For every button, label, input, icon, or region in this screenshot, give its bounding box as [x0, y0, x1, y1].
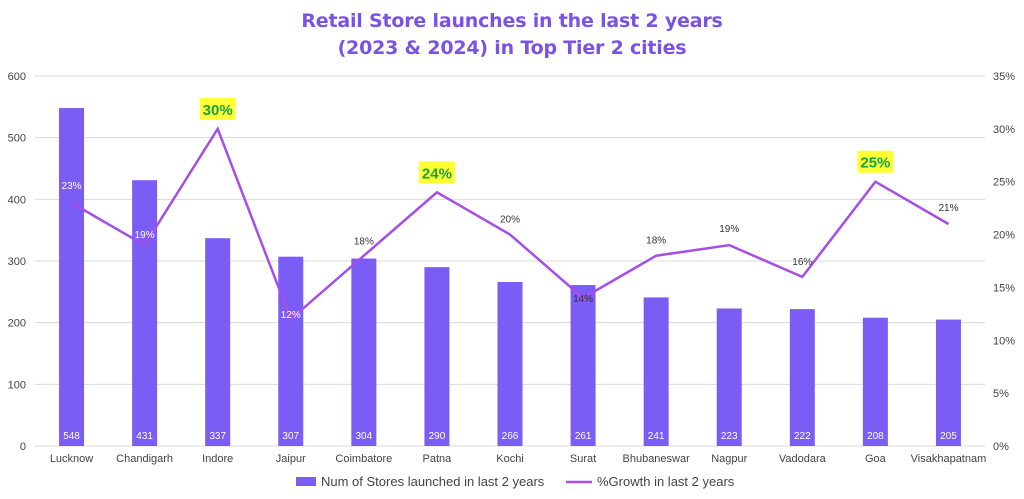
bar-data-label: 241	[648, 431, 665, 442]
y-right-tick-label: 0%	[993, 441, 1009, 453]
line-data-label: 14%	[573, 294, 593, 305]
bar-data-label: 208	[867, 431, 884, 442]
y-left-tick-label: 100	[8, 379, 26, 391]
y-axis-left: 0 100 200 300 400 500 600	[8, 71, 26, 453]
chart-title-block: Retail Store launches in the last 2 year…	[0, 8, 1024, 62]
y-right-tick-label: 25%	[993, 177, 1015, 189]
x-tick-label: Surat	[570, 453, 596, 465]
bar	[132, 180, 158, 446]
x-axis: Lucknow Chandigarh Indore Jaipur Coimbatore P…	[50, 453, 986, 465]
line-data-label: 18%	[646, 236, 666, 247]
y-left-tick-label: 400	[8, 194, 26, 206]
bar-data-labels: 548 431 337 307 304 290 266 261 241 223 222 208 205	[63, 431, 957, 442]
x-tick-label: Chandigarh	[116, 453, 173, 465]
line-data-label: 18%	[354, 237, 374, 248]
x-tick-label: Indore	[202, 453, 233, 465]
y-right-tick-label: 20%	[993, 230, 1015, 242]
y-left-tick-label: 300	[8, 256, 26, 268]
bar-series	[59, 108, 961, 447]
line-data-label: 20%	[500, 215, 520, 226]
bar-data-label: 337	[209, 431, 226, 442]
bar-data-label: 304	[356, 431, 373, 442]
line-series	[70, 126, 950, 322]
chart-title: Retail Store launches in the last 2 year…	[301, 10, 723, 32]
bar-data-label: 266	[502, 431, 519, 442]
bar	[59, 108, 85, 447]
y-right-tick-label: 35%	[993, 71, 1015, 83]
y-right-tick-label: 5%	[993, 388, 1009, 400]
bar-data-label: 290	[429, 431, 446, 442]
bar	[862, 317, 888, 446]
x-tick-label: Kochi	[496, 453, 524, 465]
bar	[716, 308, 742, 446]
legend-line-label: %Growth in last 2 years	[597, 474, 735, 489]
line-data-label: 16%	[792, 257, 812, 268]
x-tick-label: Goa	[865, 453, 887, 465]
x-tick-label: Lucknow	[50, 453, 93, 465]
bar	[497, 281, 523, 446]
x-tick-label: Nagpur	[711, 453, 747, 465]
bar	[424, 267, 450, 446]
line-data-label: 12%	[281, 310, 301, 321]
bar-data-label: 223	[721, 431, 738, 442]
bar	[351, 258, 377, 446]
highlight-data-label: 24%	[422, 165, 452, 182]
y-right-tick-label: 30%	[993, 124, 1015, 136]
x-tick-label: Patna	[423, 453, 453, 465]
bar	[643, 297, 669, 446]
x-tick-label: Coimbatore	[335, 453, 392, 465]
chart-subtitle: (2023 & 2024) in Top Tier 2 cities	[337, 37, 687, 59]
line-data-label: 19%	[719, 224, 739, 235]
bar	[935, 319, 961, 446]
bar	[278, 256, 304, 446]
y-left-tick-label: 0	[20, 441, 26, 453]
legend: Num of Stores launched in last 2 years %…	[296, 474, 735, 489]
x-tick-label: Jaipur	[276, 453, 306, 465]
y-axis-right: 0% 5% 10% 15% 20% 25% 30% 35%	[993, 71, 1015, 453]
gridlines	[35, 75, 985, 447]
bar	[570, 285, 596, 446]
legend-bar-swatch	[296, 477, 316, 486]
line-data-label: 23%	[62, 181, 82, 192]
bar-data-label: 548	[63, 431, 80, 442]
y-left-tick-label: 600	[8, 71, 26, 83]
line-data-label: 21%	[938, 203, 958, 214]
y-left-tick-label: 500	[8, 133, 26, 145]
bar-data-label: 431	[136, 431, 153, 442]
legend-bar-label: Num of Stores launched in last 2 years	[321, 474, 545, 489]
y-right-tick-label: 15%	[993, 282, 1015, 294]
bar-data-label: 261	[575, 431, 592, 442]
highlight-label-bg	[418, 161, 455, 184]
bar-data-label: 307	[282, 431, 299, 442]
x-tick-label: Vadodara	[779, 453, 827, 465]
highlight-label-bg	[857, 150, 894, 173]
line-data-labels: 23% 19% 30% 12% 18% 24% 20% 14% 18% 19% 16% 25% 21%	[62, 97, 959, 321]
highlight-data-label: 30%	[203, 102, 233, 119]
y-left-tick-label: 200	[8, 318, 26, 330]
bar	[789, 309, 815, 446]
growth-line	[70, 126, 950, 322]
highlight-data-label: 25%	[860, 155, 890, 172]
line-data-label: 19%	[135, 230, 155, 241]
bar	[205, 238, 231, 446]
bar-data-label: 222	[794, 431, 811, 442]
y-right-tick-label: 10%	[993, 335, 1015, 347]
x-tick-label: Visakhapatnam	[911, 453, 987, 465]
bar-data-label: 205	[940, 431, 957, 442]
highlight-label-bg	[199, 97, 236, 120]
x-tick-label: Bhubaneswar	[623, 453, 691, 465]
